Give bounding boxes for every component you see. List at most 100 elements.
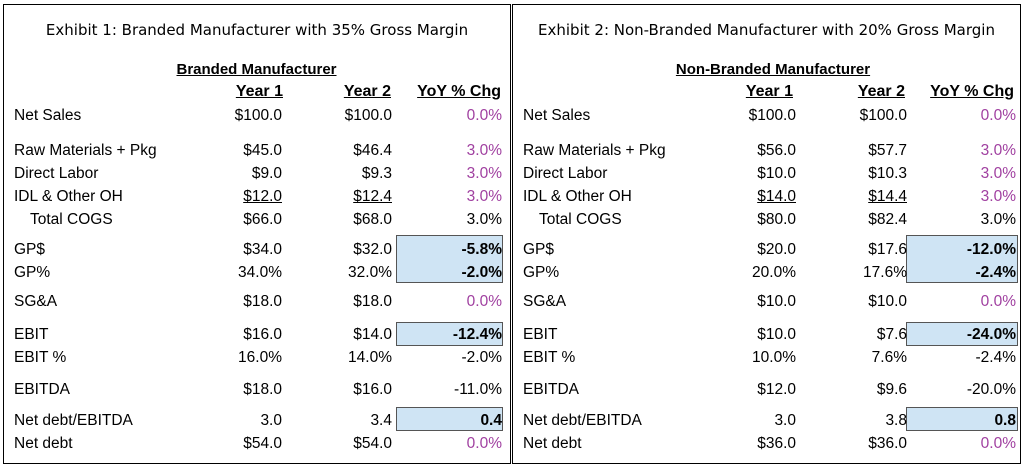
row-label: Total COGS [539,211,622,228]
table-row-total-cogs: Total COGS $66.0 $68.0 3.0% [4,209,510,231]
yoy-change-value: 3.0% [466,188,502,205]
yoy-change-value: 0.4 [480,412,502,429]
row-label: GP$ [523,241,555,258]
yoy-change-value: 0.0% [466,435,502,452]
year-1-value: $12.0 [243,188,282,205]
year-1-value: 3.0 [260,412,282,429]
year-2-value: 3.8 [885,412,907,429]
year-1-value: 20.0% [752,264,796,281]
year-1-value: 3.0 [774,412,796,429]
year-1-value: $10.0 [757,293,796,310]
yoy-change-value: 3.0% [466,211,502,228]
header-year-1: Year 1 [235,83,283,100]
row-label: Net debt/EBITDA [523,412,642,429]
yoy-change-value: -12.4% [452,326,502,343]
table-row-net-debt: Net debt $54.0 $54.0 0.0% [4,433,510,455]
year-1-value: $18.0 [243,381,282,398]
row-label: EBIT [14,326,49,343]
year-2-value: $16.0 [353,381,392,398]
header-year-1: Year 1 [745,83,793,100]
year-2-value: $12.4 [353,188,392,205]
year-2-value: $10.3 [868,165,907,182]
year-1-value: $14.0 [757,188,796,205]
year-2-value: 14.0% [348,349,392,366]
year-2-value: $100.0 [859,107,907,124]
table-row-net-debt-ebitda: Net debt/EBITDA 3.0 3.8 0.8 [513,410,1020,432]
year-2-value: $17.6 [868,241,907,258]
year-2-value: $100.0 [344,107,392,124]
year-1-value: $54.0 [243,435,282,452]
table-row-sga: SG&A $10.0 $10.0 0.0% [513,291,1020,313]
table-row-raw-materials: Raw Materials + Pkg $45.0 $46.4 3.0% [4,140,510,162]
yoy-change-value: 0.0% [466,293,502,310]
row-label: EBIT % [523,349,576,366]
year-2-value: $36.0 [868,435,907,452]
year-2-value: $82.4 [868,211,907,228]
year-1-value: $20.0 [757,241,796,258]
header-yoy: YoY % Chg [930,83,1014,100]
year-2-value: $14.0 [353,326,392,343]
year-1-value: $100.0 [234,107,282,124]
table-row-sga: SG&A $18.0 $18.0 0.0% [4,291,510,313]
year-2-value: $46.4 [353,142,392,159]
yoy-change-value: -2.0% [461,349,503,366]
yoy-change-value: -24.0% [966,326,1016,343]
section-title: Branded Manufacturer [176,61,337,78]
year-1-value: $18.0 [243,293,282,310]
year-2-value: $68.0 [353,211,392,228]
row-label: GP$ [14,241,46,258]
year-2-value: $57.7 [868,142,907,159]
year-2-value: $10.0 [868,293,907,310]
row-label: Raw Materials + Pkg [14,142,157,159]
year-2-value: 7.6% [871,349,907,366]
yoy-change-value: -2.4% [975,264,1017,281]
table-row-net-sales: Net Sales $100.0 $100.0 0.0% [4,105,510,127]
yoy-change-value: 3.0% [466,165,502,182]
ebit-highlight-box [906,322,1018,346]
row-label: Net debt/EBITDA [14,412,133,429]
ebit-highlight-box [396,322,503,346]
row-label: Net Sales [523,107,591,124]
year-2-value: $32.0 [353,241,392,258]
section-title: Non-Branded Manufacturer [675,61,871,78]
table-row-direct-labor: Direct Labor $9.0 $9.3 3.0% [4,163,510,185]
year-2-value: $9.6 [876,381,907,398]
table-row-net-debt: Net debt $36.0 $36.0 0.0% [513,433,1020,455]
row-label: Direct Labor [523,165,608,182]
net-debt-ebitda-highlight-box [396,407,503,431]
table-row-gp-percent: GP% 34.0% 32.0% -2.0% [4,262,510,284]
table-row-ebitda: EBITDA $18.0 $16.0 -11.0% [4,379,510,401]
year-2-value: $14.4 [868,188,907,205]
year-2-value: $7.6 [876,326,907,343]
header-yoy: YoY % Chg [417,83,501,100]
year-1-value: $10.0 [757,326,796,343]
year-1-value: $16.0 [243,326,282,343]
row-label: GP% [14,264,51,281]
yoy-change-value: -11.0% [454,381,502,398]
year-1-value: $80.0 [757,211,796,228]
year-1-value: $9.0 [251,165,282,182]
header-year-2: Year 2 [857,83,905,100]
row-label: EBIT [523,326,558,343]
exhibit-1-panel: Exhibit 1: Branded Manufacturer with 35%… [3,4,511,464]
yoy-change-value: -2.4% [975,349,1017,366]
yoy-change-value: 0.8 [994,412,1016,429]
year-2-value: 17.6% [863,264,907,281]
row-label: EBIT % [14,349,67,366]
yoy-change-value: 3.0% [980,142,1016,159]
row-label: IDL & Other OH [14,188,123,205]
year-1-value: $45.0 [243,142,282,159]
table-row-ebit-percent: EBIT % 10.0% 7.6% -2.4% [513,347,1020,369]
yoy-change-value: -5.8% [461,241,503,258]
table-row-gp-dollars: GP$ $20.0 $17.6 -12.0% [513,239,1020,261]
row-label: Total COGS [30,211,113,228]
net-debt-ebitda-highlight-box [906,407,1018,431]
row-label: Direct Labor [14,165,99,182]
year-1-value: $100.0 [748,107,796,124]
yoy-change-value: 0.0% [980,293,1016,310]
row-label: EBITDA [14,381,70,398]
exhibit-title: Exhibit 1: Branded Manufacturer with 35%… [45,21,469,39]
yoy-change-value: 3.0% [980,165,1016,182]
year-1-value: 34.0% [238,264,282,281]
row-label: Net debt [14,435,73,452]
